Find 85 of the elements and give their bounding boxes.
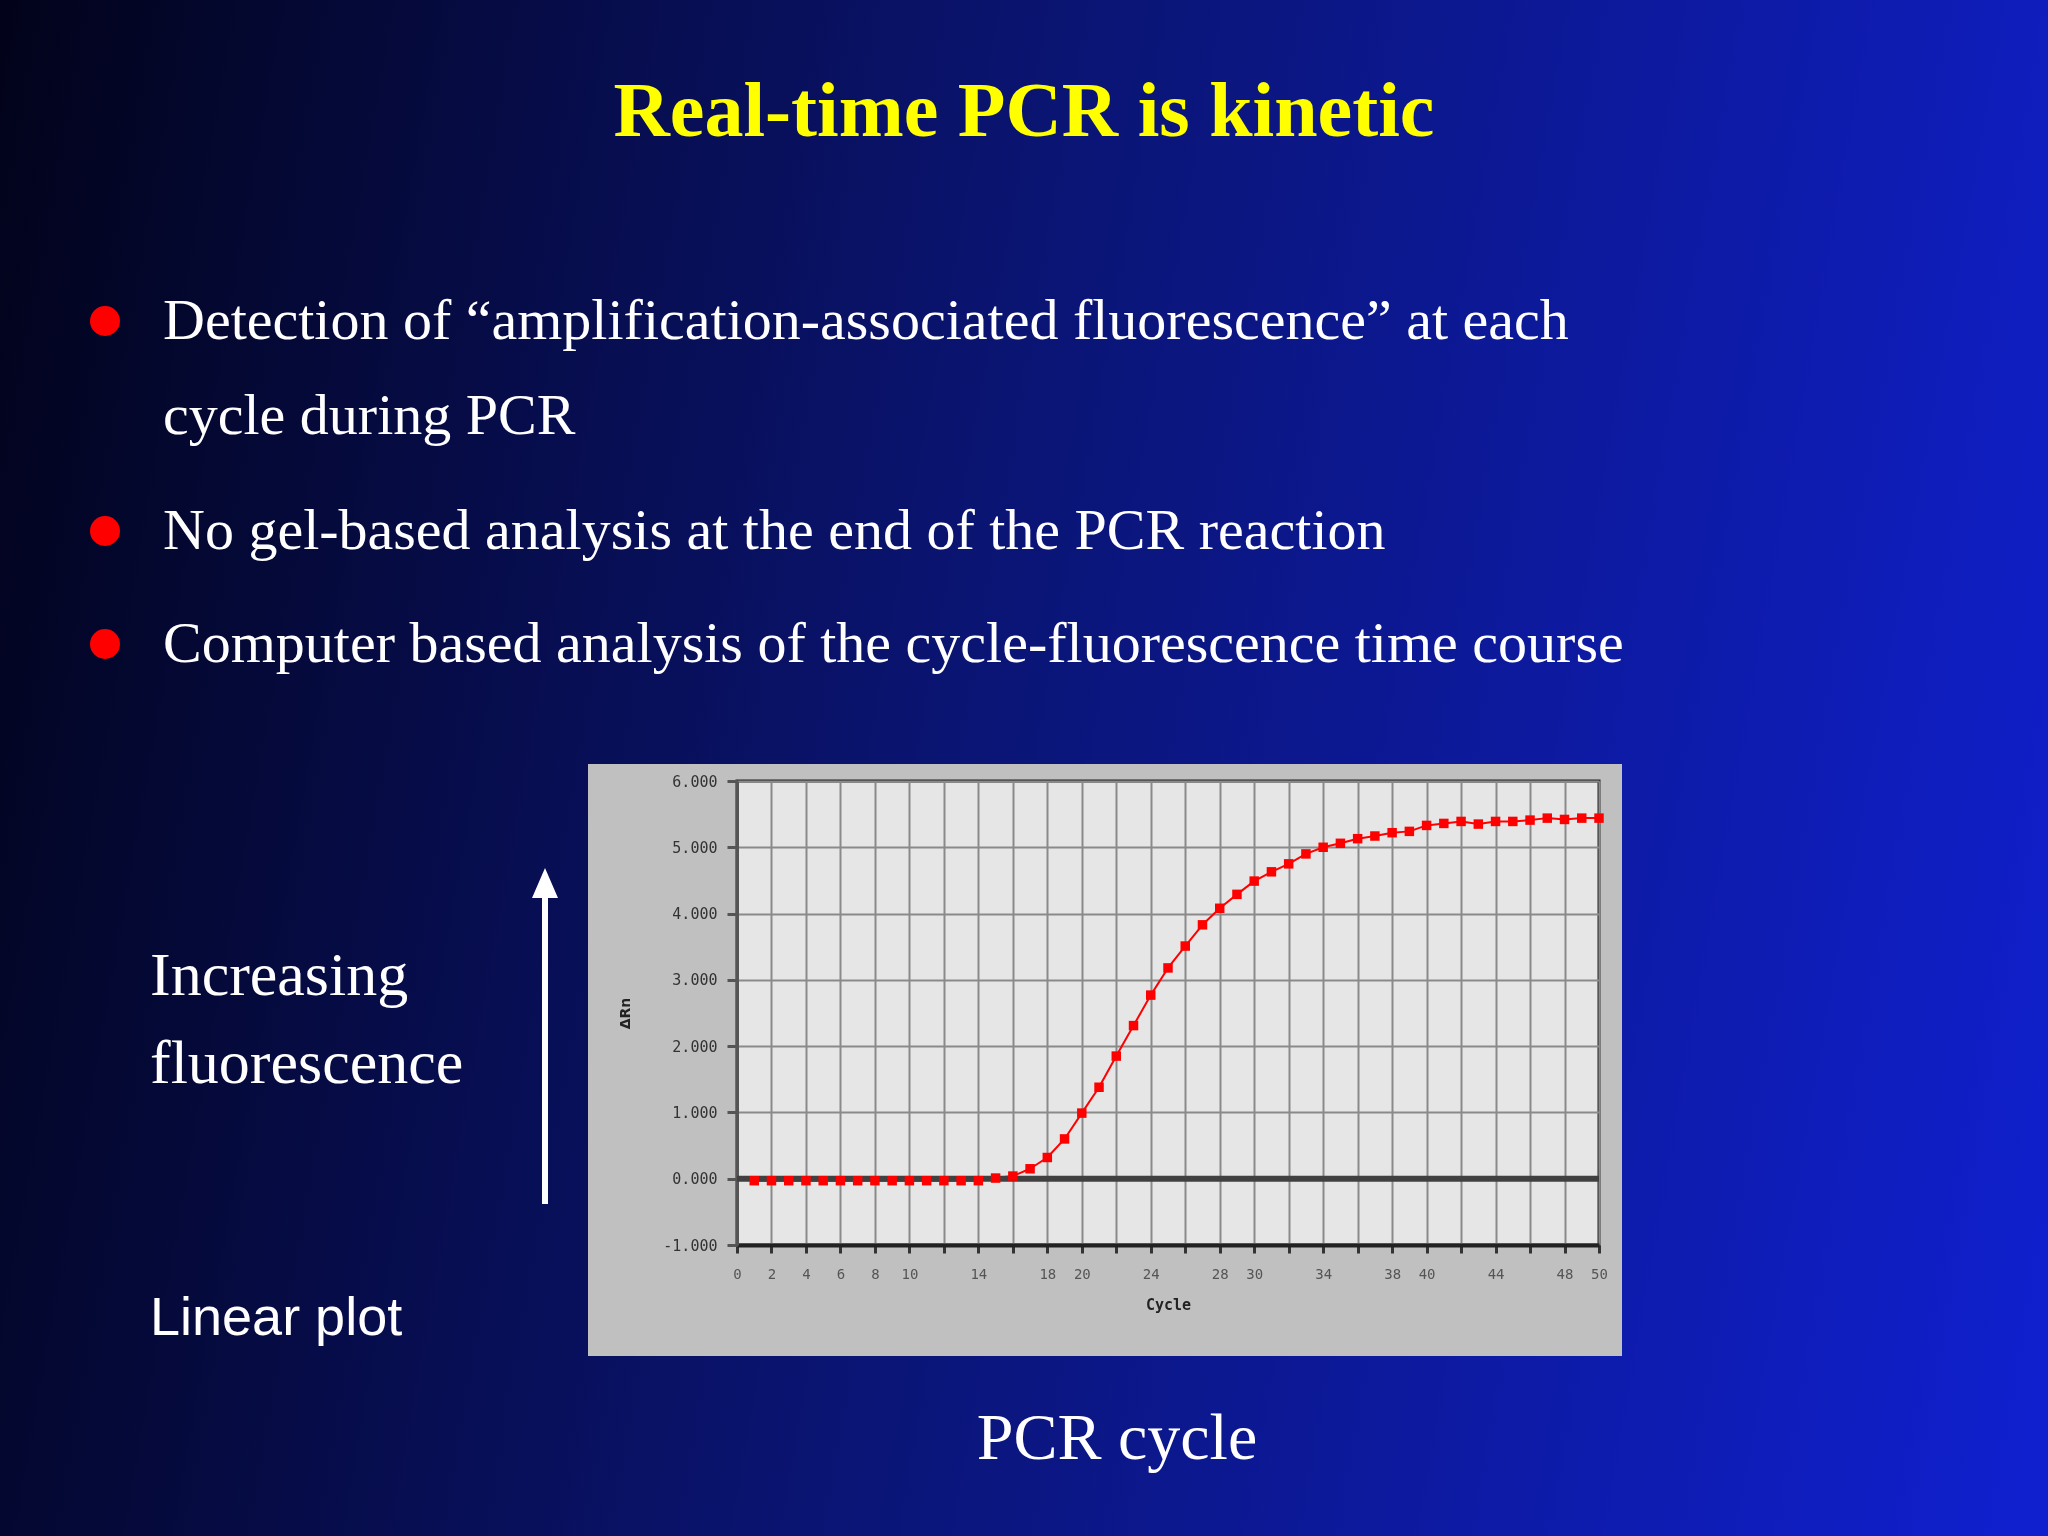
text: Computer based analysis of the cycle-fluorescence time course [163,609,1625,677]
x-tick-label: 20 [1073,1265,1091,1282]
point [1197,920,1208,930]
point [749,1175,759,1186]
y-tick-label: 3.000 [672,971,718,990]
point [1008,1171,1018,1181]
point [1542,813,1553,823]
point [801,1175,811,1186]
point [1508,816,1518,827]
point [921,1175,932,1186]
y-tick-label: 1.000 [672,1103,718,1122]
point [973,1175,984,1186]
x-axis-title: Cycle [1145,1295,1192,1314]
y-tick-label: -1.000 [663,1236,718,1255]
x-tick-label: 4 [802,1265,811,1282]
point [1404,826,1415,837]
point [1094,1082,1104,1092]
x-tick-label: 50 [1591,1265,1608,1282]
point [904,1175,915,1186]
y-tick-label: 6.000 [672,772,718,791]
point [1025,1164,1035,1174]
point [783,1175,794,1186]
point [1266,867,1277,877]
y-tick-label: 2.000 [672,1037,718,1056]
point [1421,820,1432,831]
point [990,1173,1001,1183]
text: Linear plot [150,1285,403,1348]
point [1042,1152,1053,1163]
x-tick-label: 18 [1039,1265,1057,1282]
x-tick-label: 8 [871,1265,880,1282]
point [887,1175,897,1186]
point [1059,1134,1070,1144]
y-tick-label: 0.000 [672,1170,718,1189]
y-axis-title: ΔRn [617,997,634,1030]
point [1180,941,1190,951]
x-tick-label: 10 [901,1265,919,1282]
point [1439,818,1449,829]
point [1577,813,1587,823]
y-tick-label: 4.000 [672,905,718,924]
point [1352,833,1363,844]
point [1214,903,1225,914]
point [766,1175,777,1186]
point [835,1175,846,1186]
point [1128,1020,1139,1031]
point [818,1175,828,1186]
x-tick-label: 24 [1142,1265,1160,1282]
x-tick-label: 28 [1211,1265,1229,1282]
point [1318,842,1328,853]
point [1559,814,1570,825]
point [1111,1051,1122,1061]
text: Detection of “amplification-associated fluorescence” at each cycle during PCR [163,286,1570,449]
point [1490,816,1501,827]
y-tick-label: 5.000 [672,838,718,857]
x-tick-label: 38 [1384,1265,1402,1282]
x-tick-label: 14 [970,1265,988,1282]
point [1163,963,1173,973]
point [1473,819,1484,829]
x-tick-label: 40 [1418,1265,1436,1282]
x-tick-label: 30 [1246,1265,1264,1282]
point [870,1175,880,1186]
point [1387,827,1397,838]
x-tick-label: 0 [733,1265,742,1282]
x-tick-label: 48 [1556,1265,1574,1282]
x-tick-label: 2 [767,1265,777,1282]
x-tick-label: 6 [836,1265,846,1282]
text: PCR cycle [975,1399,1259,1475]
x-tick-label: 44 [1487,1265,1505,1282]
point [1249,876,1259,886]
point [1525,815,1535,825]
point [1370,831,1380,841]
point [939,1175,949,1186]
point [1146,990,1156,1000]
point [956,1175,966,1186]
text: No gel-based analysis at the end of the PCR reaction [163,496,1387,564]
point [852,1175,863,1186]
text: Increasing fluorescence [150,939,465,1098]
point [1456,816,1466,827]
point [1335,838,1346,849]
point [1077,1108,1087,1118]
point [1594,813,1604,823]
point [1232,889,1242,900]
point [1301,849,1311,859]
point [1283,859,1294,869]
chart-title: Real-time PCR is kinetic [612,65,1436,155]
x-tick-label: 34 [1315,1265,1333,1282]
